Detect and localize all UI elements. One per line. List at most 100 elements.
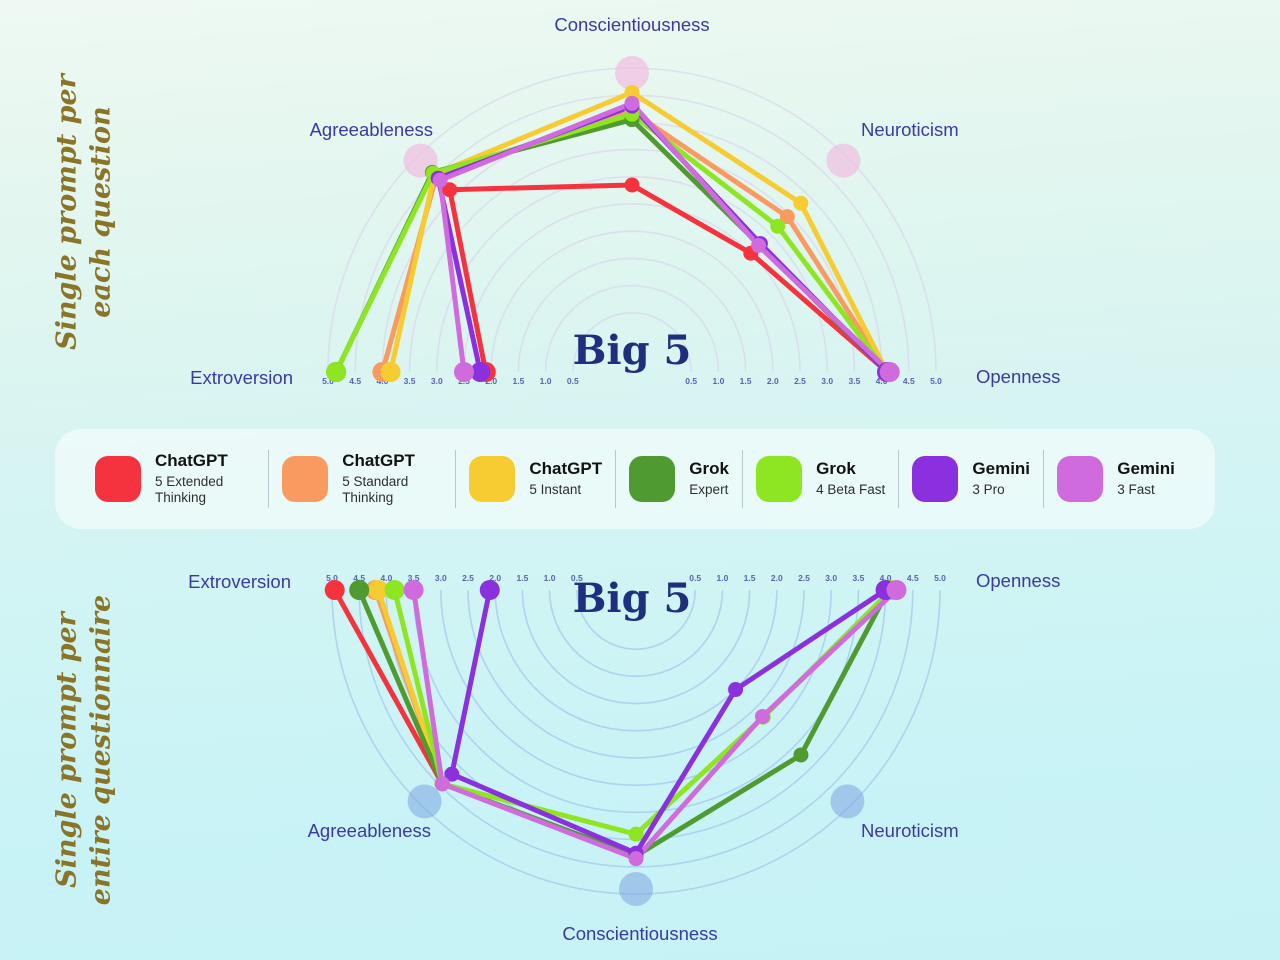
legend-brand-label: Grok: [816, 459, 856, 479]
scale-tick-labels: 0.5 0.5 1.0 1.0 1.5 1.5 2.0 2.0 2.5 2.5 3.0 3.0 3.5 3…: [326, 573, 946, 583]
tick-label-right: 4.0: [880, 573, 892, 583]
tick-label-left: 3.5: [408, 573, 420, 583]
bottom-chart-side-label-line1: Single prompt per: [51, 612, 83, 888]
legend-item-chatgpt-5-extended: ChatGPT 5 Extended Thinking: [95, 451, 255, 506]
data-point: [750, 238, 766, 254]
tick-label-left: 0.5: [571, 573, 583, 583]
tick-label-left: 5.0: [326, 573, 338, 583]
legend-brand-label: Gemini: [972, 459, 1031, 479]
data-point: [628, 851, 644, 867]
data-point: [444, 766, 460, 782]
data-point: [754, 708, 770, 724]
axis-labels: Extroversion Agreeableness Conscientiousne…: [188, 570, 1060, 944]
data-point: [349, 580, 370, 600]
legend-variant-label: 3 Pro: [972, 482, 1005, 498]
data-point: [793, 195, 809, 211]
bottom-chart: 0.5 0.5 1.0 1.0 1.5 1.5 2.0 2.0 2.5 2.5 3.0 3.0 3.5 3…: [188, 570, 1060, 944]
tick-label-left: 5.0: [322, 376, 334, 386]
legend-brand-label: ChatGPT: [342, 451, 415, 471]
series-line: [392, 587, 894, 837]
tick-label-right: 3.0: [821, 376, 833, 386]
legend-variant-label: 5 Extended Thinking: [155, 473, 224, 506]
series-line: [375, 587, 445, 787]
axis-label-conscientiousness: Conscientiousness: [562, 923, 717, 944]
series-line: [356, 587, 891, 859]
tick-label-left: 2.5: [462, 573, 474, 583]
tick-label-right: 4.5: [907, 573, 919, 583]
axis-label-neuroticism: Neuroticism: [861, 119, 959, 140]
axis-endpoint-markers: [403, 56, 861, 178]
top-chart-side-label: Single prompt per each question: [50, 74, 118, 350]
series-points: [324, 580, 907, 867]
legend-item-chatgpt-5-instant: ChatGPT 5 Instant: [469, 456, 602, 502]
data-point: [403, 580, 424, 600]
tick-label-right: 0.5: [685, 376, 697, 386]
legend-divider: [615, 450, 617, 508]
data-point: [470, 362, 491, 382]
axis-label-neuroticism: Neuroticism: [861, 820, 959, 841]
data-point: [324, 580, 345, 600]
legend-variant-label: 5 Instant: [529, 482, 582, 498]
legend-swatch-chatgpt-5-instant: [469, 456, 516, 502]
legend-variant-label: 5 Standard Thinking: [342, 473, 409, 506]
tick-label-right: 3.0: [825, 573, 837, 583]
legend-swatch-gemini-3-fast: [1057, 456, 1104, 502]
tick-label-left: 0.5: [567, 376, 579, 386]
axis-label-extroversion: Extroversion: [190, 367, 293, 388]
tick-label-left: 1.0: [540, 376, 552, 386]
tick-label-left: 4.0: [380, 573, 392, 583]
legend-variant-label: Expert: [689, 482, 729, 498]
tick-label-left: 1.0: [544, 573, 556, 583]
axis-labels: Extroversion Agreeableness Conscientiousne…: [190, 14, 1060, 388]
tick-label-right: 5.0: [930, 376, 942, 386]
data-point: [624, 84, 640, 100]
data-point: [770, 218, 786, 234]
data-point: [454, 362, 474, 382]
legend-divider: [455, 450, 457, 508]
tick-label-left: 1.5: [516, 573, 528, 583]
axis-label-conscientiousness: Conscientiousness: [554, 14, 709, 35]
data-point: [368, 580, 389, 600]
legend-brand-label: Grok: [689, 459, 729, 479]
tick-label-right: 0.5: [689, 573, 701, 583]
tick-label-left: 3.5: [404, 376, 416, 386]
axis-label-openness: Openness: [976, 366, 1060, 387]
tick-label-right: 1.0: [712, 376, 724, 386]
chart-title: Big 5: [573, 327, 692, 374]
data-point: [628, 826, 644, 842]
tick-label-right: 4.5: [903, 376, 915, 386]
legend-swatch-chatgpt-5-standard: [282, 455, 329, 502]
top-chart: 0.50.51.01.01.51.52.02.02.52.53.03.03.53…: [190, 14, 1060, 388]
tick-label-left: 3.0: [435, 573, 447, 583]
data-point: [779, 209, 795, 225]
axis-label-agreeableness: Agreeableness: [310, 119, 433, 140]
tick-label-right: 5.0: [934, 573, 946, 583]
legend-item-gemini-3-pro: Gemini 3 Pro: [912, 456, 1030, 502]
data-point: [442, 182, 458, 198]
top-chart-side-label-line1: Single prompt per: [51, 74, 83, 350]
data-point: [479, 580, 500, 600]
tick-label-left: 1.5: [512, 376, 524, 386]
tick-label-right: 4.0: [876, 376, 888, 386]
tick-label-right: 2.5: [798, 573, 810, 583]
axis-endpoint-marker: [830, 784, 865, 819]
data-point: [326, 362, 347, 382]
legend-variant-label: 3 Fast: [1117, 482, 1155, 498]
legend-brand-label: Gemini: [1117, 459, 1175, 479]
legend-swatch-grok-4-beta-fast: [756, 456, 803, 502]
tick-label-left: 4.5: [349, 376, 361, 386]
legend: ChatGPT 5 Extended Thinking ChatGPT 5 Stand…: [55, 429, 1215, 529]
legend-brand-label: ChatGPT: [155, 451, 228, 471]
legend-divider: [898, 450, 900, 508]
tick-label-left: 4.5: [353, 573, 365, 583]
data-point: [886, 580, 907, 600]
chart-title: Big 5: [573, 575, 692, 622]
legend-variant-label: 4 Beta Fast: [816, 482, 886, 498]
tick-label-right: 3.5: [852, 573, 864, 583]
axis-endpoint-marker: [407, 784, 442, 819]
axis-endpoint-marker: [826, 143, 861, 178]
legend-divider: [268, 450, 270, 508]
tick-label-right: 1.5: [744, 573, 756, 583]
